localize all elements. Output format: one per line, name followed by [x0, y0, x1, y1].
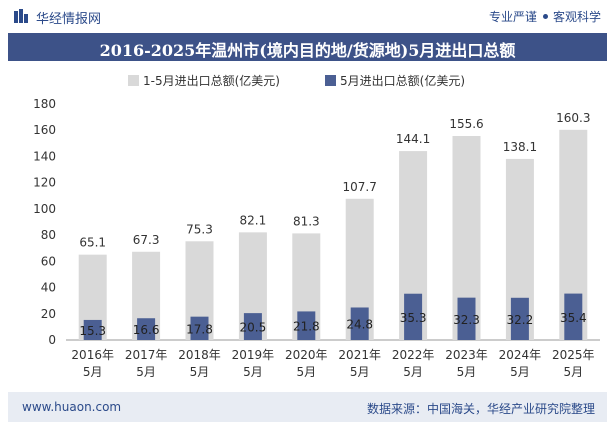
brand-name: 华经情报网 [36, 12, 102, 27]
data-label-may: 32.2 [507, 313, 534, 327]
x-tick-label-year: 2020年 [285, 348, 328, 362]
legend-swatch-1 [128, 75, 139, 86]
data-label-total: 82.1 [240, 213, 267, 227]
bar-may [137, 318, 156, 340]
footer-source: 数据来源：中国海关，华经产业研究院整理 [366, 402, 595, 416]
data-label-may: 24.8 [346, 318, 373, 332]
data-label-total: 107.7 [343, 180, 377, 194]
legend-label-1: 1-5月进出口总额(亿美元) [143, 73, 280, 88]
x-tick-label-month: 5月 [83, 365, 103, 379]
x-tick-label-month: 5月 [457, 365, 477, 379]
y-tick-label: 40 [41, 281, 56, 295]
bar-may [83, 319, 102, 340]
tagline-right: 客观科学 [552, 10, 601, 24]
x-tick-label-year: 2018年 [178, 348, 221, 362]
x-tick-label-year: 2019年 [232, 348, 275, 362]
x-tick-label-month: 5月 [190, 365, 210, 379]
x-tick-label-month: 5月 [350, 365, 370, 379]
chart-title: 2016-2025年温州市(境内目的地/货源地)5月进出口总额 [99, 41, 516, 60]
data-label-may: 17.8 [186, 322, 213, 336]
dot-icon [542, 14, 548, 19]
data-label-may: 35.4 [560, 311, 587, 325]
y-tick-label: 80 [41, 228, 56, 242]
data-label-may: 20.5 [240, 321, 267, 335]
x-tick-label-month: 5月 [243, 365, 263, 379]
legend-swatch-2 [325, 75, 336, 86]
tagline-left: 专业严谨 [488, 10, 537, 24]
x-tick-label-month: 5月 [403, 365, 423, 379]
logo-icon [14, 9, 28, 23]
data-label-may: 35.3 [400, 311, 427, 325]
x-tick-label-year: 2017年 [125, 348, 168, 362]
bar-may [243, 313, 262, 340]
x-tick-label-year: 2023年 [445, 348, 488, 362]
data-label-total: 155.6 [449, 117, 483, 131]
data-label-may: 32.3 [453, 313, 480, 327]
x-tick-label-year: 2016年 [71, 348, 114, 362]
y-tick-label: 140 [33, 149, 56, 163]
data-label-may: 16.6 [133, 323, 160, 337]
legend-label-2: 5月进出口总额(亿美元) [340, 73, 465, 88]
tagline: 专业严谨 客观科学 [489, 8, 601, 25]
bar-may [350, 307, 369, 340]
bar-may [404, 293, 423, 340]
bar-may [190, 316, 209, 340]
data-label-total: 81.3 [293, 214, 320, 228]
bar-may [297, 311, 316, 340]
y-tick-label: 0 [48, 333, 56, 347]
x-tick-label-year: 2022年 [392, 348, 435, 362]
footer-bar: www.huaon.com 数据来源：中国海关，华经产业研究院整理 [8, 392, 607, 422]
data-label-may: 21.8 [293, 320, 320, 334]
x-tick-label-year: 2025年 [552, 348, 595, 362]
y-tick-label: 20 [41, 307, 56, 321]
x-tick-label-month: 5月 [563, 365, 583, 379]
x-tick-label-month: 5月 [296, 365, 316, 379]
y-tick-label: 120 [33, 176, 56, 190]
data-label-total: 65.1 [79, 236, 106, 250]
bar-may [457, 297, 476, 340]
data-label-total: 75.3 [186, 222, 213, 236]
x-tick-label-month: 5月 [510, 365, 530, 379]
y-tick-label: 180 [33, 97, 56, 111]
top-bar: 华经情报网 专业严谨 客观科学 [0, 0, 615, 32]
data-label-total: 67.3 [133, 233, 160, 247]
y-tick-label: 100 [33, 202, 56, 216]
data-label-total: 138.1 [503, 140, 537, 154]
x-tick-label-year: 2024年 [499, 348, 542, 362]
x-tick-label-year: 2021年 [338, 348, 381, 362]
data-label-total: 160.3 [556, 111, 590, 125]
footer-site: www.huaon.com [22, 400, 122, 414]
bar-may [564, 293, 583, 340]
title-bar: 2016-2025年温州市(境内目的地/货源地)5月进出口总额 [8, 33, 607, 61]
data-label-may: 15.3 [79, 324, 106, 338]
bar-chart: 1-5月进出口总额(亿美元) 5月进出口总额(亿美元) 0 20 40 60 80 100 12… [33, 73, 600, 379]
y-tick-label: 60 [41, 254, 56, 268]
data-label-total: 144.1 [396, 132, 430, 146]
y-tick-label: 160 [33, 123, 56, 137]
bar-may [510, 297, 529, 340]
x-tick-label-month: 5月 [136, 365, 156, 379]
